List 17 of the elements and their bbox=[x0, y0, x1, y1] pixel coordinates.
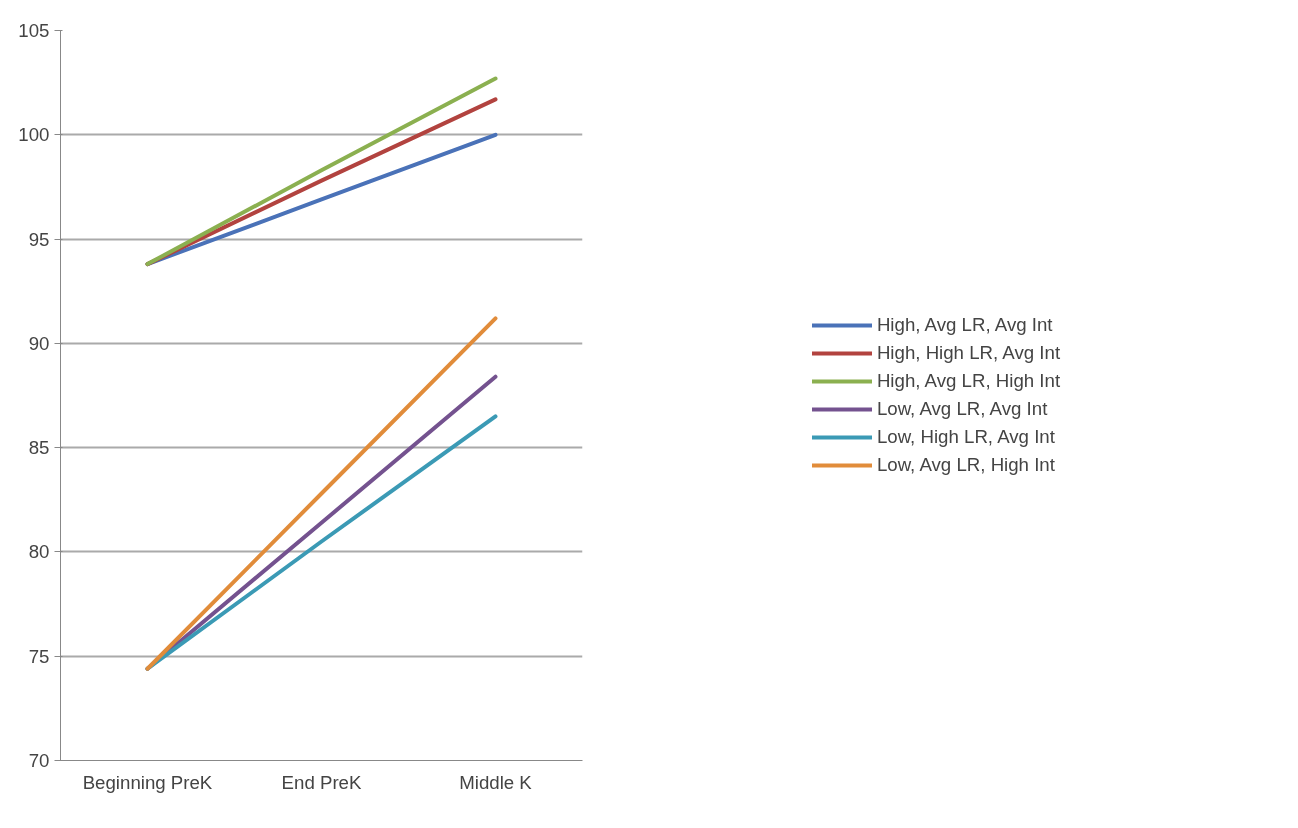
legend-label: Low, High LR, Avg Int bbox=[876, 426, 1055, 448]
x-tick-label: Middle K bbox=[459, 771, 533, 793]
legend-label: High, Avg LR, High Int bbox=[876, 370, 1061, 392]
legend-label: Low, Avg LR, Avg Int bbox=[876, 398, 1048, 420]
y-tick-label: 105 bbox=[18, 20, 50, 41]
legend-label: High, Avg LR, Avg Int bbox=[876, 314, 1053, 336]
y-tick-label: 90 bbox=[28, 332, 50, 354]
y-tick-label: 80 bbox=[28, 541, 50, 563]
y-tick-label: 70 bbox=[28, 750, 50, 771]
legend-label: Low, Avg LR, High Int bbox=[876, 454, 1055, 476]
x-tick-label: End PreK bbox=[281, 771, 362, 793]
y-tick-label: 75 bbox=[28, 645, 50, 667]
y-tick-label: 95 bbox=[28, 228, 50, 250]
legend-label: High, High LR, Avg Int bbox=[876, 342, 1061, 364]
x-tick-label: Beginning PreK bbox=[82, 771, 213, 793]
y-tick-label: 85 bbox=[28, 437, 50, 459]
y-tick-label: 100 bbox=[18, 124, 50, 146]
